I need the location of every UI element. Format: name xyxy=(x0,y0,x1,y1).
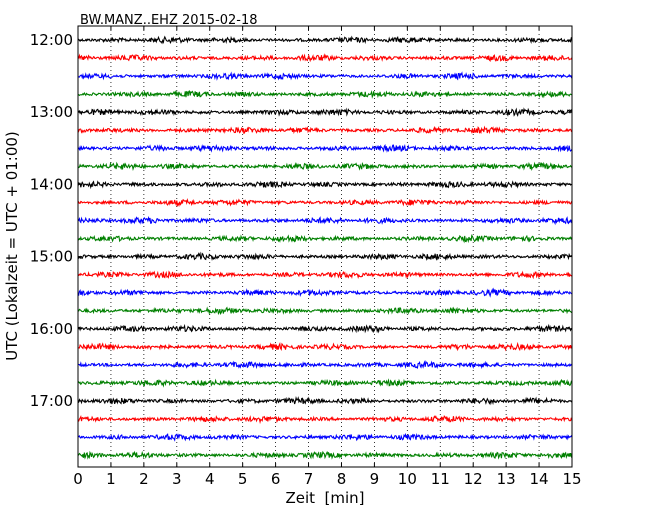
y-tick-label: 16:00 xyxy=(30,320,73,338)
trace-1745 xyxy=(77,450,573,460)
grid-lines xyxy=(110,26,540,467)
y-axis: 12:00 13:00 14:00 15:00 16:00 17:00 xyxy=(30,31,572,410)
traces xyxy=(77,35,573,460)
plot-frame xyxy=(77,25,573,468)
trace-1315 xyxy=(77,125,573,135)
x-tick-label: 7 xyxy=(304,470,314,488)
trace-1230 xyxy=(77,71,573,81)
trace-1430 xyxy=(77,215,573,226)
x-tick-label: 2 xyxy=(139,470,149,488)
y-tick-label: 17:00 xyxy=(30,392,73,410)
x-tick-label: 11 xyxy=(431,470,450,488)
trace-1730 xyxy=(77,432,573,442)
x-tick-label: 5 xyxy=(238,470,248,488)
y-tick-label: 15:00 xyxy=(30,248,73,266)
trace-1600 xyxy=(77,323,573,334)
x-tick-label: 0 xyxy=(73,470,83,488)
trace-1500 xyxy=(77,251,573,262)
x-tick-label: 14 xyxy=(530,470,549,488)
x-tick-label: 12 xyxy=(464,470,483,488)
trace-1400 xyxy=(77,180,573,190)
trace-1645 xyxy=(77,378,573,388)
x-tick-label: 6 xyxy=(271,470,281,488)
x-tick-label: 10 xyxy=(398,470,417,488)
x-tick-label: 4 xyxy=(205,470,215,488)
y-tick-label: 14:00 xyxy=(30,175,73,193)
trace-1700 xyxy=(77,395,573,406)
trace-1245 xyxy=(77,90,573,99)
x-axis: 0 1 2 3 4 5 6 7 8 9 10 11 12 13 14 15 xyxy=(73,26,582,488)
trace-1415 xyxy=(77,198,573,208)
x-tick-label: 3 xyxy=(172,470,182,488)
chart-title: BW.MANZ..EHZ 2015-02-18 xyxy=(80,13,258,28)
y-axis-title: UTC (Lokalzeit = UTC + 01:00) xyxy=(3,131,21,361)
trace-1630 xyxy=(77,360,573,370)
x-axis-title: Zeit [min] xyxy=(285,489,364,507)
trace-1545 xyxy=(78,306,573,316)
trace-1215 xyxy=(77,53,573,63)
x-tick-label: 9 xyxy=(370,470,380,488)
x-tick-label: 1 xyxy=(106,470,116,488)
trace-1515 xyxy=(77,270,573,280)
trace-1445 xyxy=(77,234,573,244)
x-tick-label: 15 xyxy=(562,470,581,488)
trace-1715 xyxy=(77,414,573,425)
x-tick-label: 13 xyxy=(497,470,516,488)
trace-1530 xyxy=(77,287,573,298)
x-tick-label: 8 xyxy=(337,470,347,488)
trace-1615 xyxy=(77,341,573,352)
trace-1200 xyxy=(77,35,573,45)
trace-1345 xyxy=(77,161,573,172)
trace-1330 xyxy=(77,144,573,153)
y-tick-label: 13:00 xyxy=(30,103,73,121)
trace-1300 xyxy=(77,107,573,117)
y-tick-label: 12:00 xyxy=(30,31,73,49)
